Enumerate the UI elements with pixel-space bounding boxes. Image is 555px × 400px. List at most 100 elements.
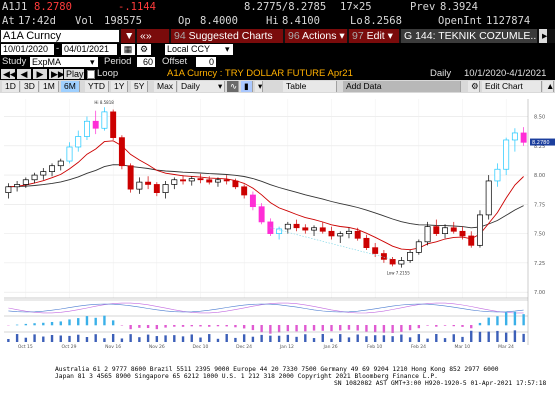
macd-bar — [522, 314, 525, 326]
open-interest-label: OpenInt — [438, 15, 483, 27]
table-button[interactable]: Table — [283, 81, 337, 92]
range-label: 10/1/2020-4/1/2021 — [464, 68, 547, 79]
calendar-icon[interactable]: ▦ — [121, 44, 135, 55]
suggested-charts-button[interactable]: 94 Suggested Charts — [171, 29, 283, 43]
candle — [433, 226, 440, 234]
fast-forward-icon[interactable]: ▶▶ — [49, 69, 65, 79]
candle — [180, 179, 187, 182]
macd-bar — [173, 325, 176, 327]
y-tick-label: 8.25 — [534, 144, 545, 150]
volume-bar — [15, 334, 19, 342]
rewind-icon[interactable]: ◀◀ — [1, 69, 17, 79]
step-forward-icon[interactable]: ▶ — [33, 69, 47, 79]
collapse-icon[interactable]: ▲ — [543, 81, 554, 92]
macd-bar — [435, 325, 438, 327]
chevron-down-icon[interactable]: ▾ — [255, 81, 263, 92]
candle — [485, 180, 492, 216]
chevron-down-icon[interactable]: ▾ — [223, 44, 233, 55]
y-tick-label: 7.00 — [534, 290, 545, 296]
price-chart[interactable]: 7.00 7.25 7.50 7.75 8.00 8.25 8.50 Oct 15 Oct 29… — [0, 93, 555, 355]
macd-bar — [68, 319, 71, 326]
candle — [232, 180, 239, 188]
settings-icon[interactable]: ⚙ — [468, 81, 480, 92]
macd-bar — [138, 325, 141, 328]
chevron-down-icon[interactable]: ▾ — [88, 57, 98, 67]
edit-button[interactable]: 97 Edit ▾ — [349, 29, 399, 43]
loop-checkbox[interactable] — [87, 70, 95, 79]
macd-bar — [452, 325, 455, 327]
offset-input[interactable]: 0 — [196, 57, 216, 67]
chevron-down-icon[interactable]: ▾ — [215, 81, 225, 92]
line-chart-icon[interactable]: ∿ — [227, 81, 239, 92]
candle — [389, 259, 396, 265]
candle — [302, 227, 309, 231]
macd-bar — [286, 325, 290, 332]
candle — [136, 181, 143, 190]
nav-arrows[interactable]: «» — [137, 29, 169, 43]
security-menu-button[interactable]: ▼ — [121, 29, 135, 43]
macd-bar — [59, 321, 62, 326]
range-1y[interactable]: 1Y — [111, 81, 129, 92]
play-button[interactable]: Play — [64, 69, 84, 79]
security-input[interactable]: A1A Curncy — [1, 30, 119, 42]
range-1m[interactable]: 1M — [40, 81, 59, 92]
macd-bar — [129, 325, 132, 330]
low-value: 8.2568 — [364, 15, 402, 27]
frequency-select[interactable]: Daily — [178, 81, 216, 92]
scroll-icon[interactable]: ▸ — [539, 29, 547, 43]
candle — [75, 136, 82, 148]
loop-label: Loop — [97, 68, 119, 79]
range-6m[interactable]: 6M — [61, 81, 80, 92]
macd-bar — [400, 325, 403, 332]
volume-bar — [478, 331, 482, 342]
range-5y[interactable]: 5Y — [131, 81, 149, 92]
macd-bar — [470, 325, 473, 329]
volume-bar — [33, 334, 36, 342]
macd-bar — [155, 325, 159, 330]
step-back-icon[interactable]: ◀ — [17, 69, 31, 79]
macd-bar — [339, 325, 342, 331]
x-tick-label: Dec 10 — [193, 344, 209, 350]
x-tick-label: Nov 16 — [105, 344, 121, 350]
y-tick-label: 7.50 — [534, 232, 545, 238]
currency-select[interactable]: Local CCY — [165, 44, 223, 55]
candle — [442, 227, 449, 234]
macd-bar — [391, 325, 394, 334]
candle — [494, 168, 501, 182]
volume-bar — [138, 337, 141, 342]
candle — [197, 178, 204, 181]
range-max[interactable]: Max — [154, 81, 178, 92]
date-range-row: 10/01/2020 - 04/01/2021 ▦ ⚙ Local CCY ▾ — [0, 43, 555, 56]
volume-bar — [365, 336, 368, 342]
edit-chart-button[interactable]: Edit Chart — [482, 81, 542, 92]
macd-bar — [164, 325, 167, 328]
macd-bar — [487, 317, 490, 326]
candle-chart-icon[interactable]: ▮ — [241, 81, 253, 92]
period-label: Period — [104, 56, 132, 67]
start-date-input[interactable]: 10/01/2020 — [1, 44, 54, 55]
size: 17×25 — [340, 1, 372, 13]
candle — [354, 230, 361, 239]
candle — [5, 186, 12, 193]
candle — [83, 120, 90, 137]
quote-row-2: At 17:42d Vol 198575 Op 8.4000 Hi 8.4100… — [0, 14, 555, 28]
volume-bar — [286, 334, 290, 342]
study-select[interactable]: ExpMA — [30, 57, 88, 67]
range-3d[interactable]: 3D — [21, 81, 39, 92]
last-price: 8.2780 — [34, 1, 72, 13]
macd-bar — [417, 325, 421, 329]
volume-bar — [312, 338, 316, 342]
macd-bar — [85, 316, 89, 326]
range-1d[interactable]: 1D — [2, 81, 20, 92]
range-ytd[interactable]: YTD — [85, 81, 109, 92]
period-input[interactable]: 60 — [137, 57, 155, 67]
x-tick-label: Jan 26 — [323, 344, 338, 350]
end-date-input[interactable]: 04/01/2021 — [62, 44, 117, 55]
actions-button[interactable]: 96 Actions ▾ — [285, 29, 347, 43]
macd-bar — [242, 325, 246, 329]
volume-bar — [251, 336, 255, 342]
date-settings-icon[interactable]: ⚙ — [137, 44, 151, 55]
candle — [511, 132, 518, 141]
volume-bar — [373, 335, 377, 342]
add-data-input[interactable]: Add Data — [343, 81, 461, 92]
